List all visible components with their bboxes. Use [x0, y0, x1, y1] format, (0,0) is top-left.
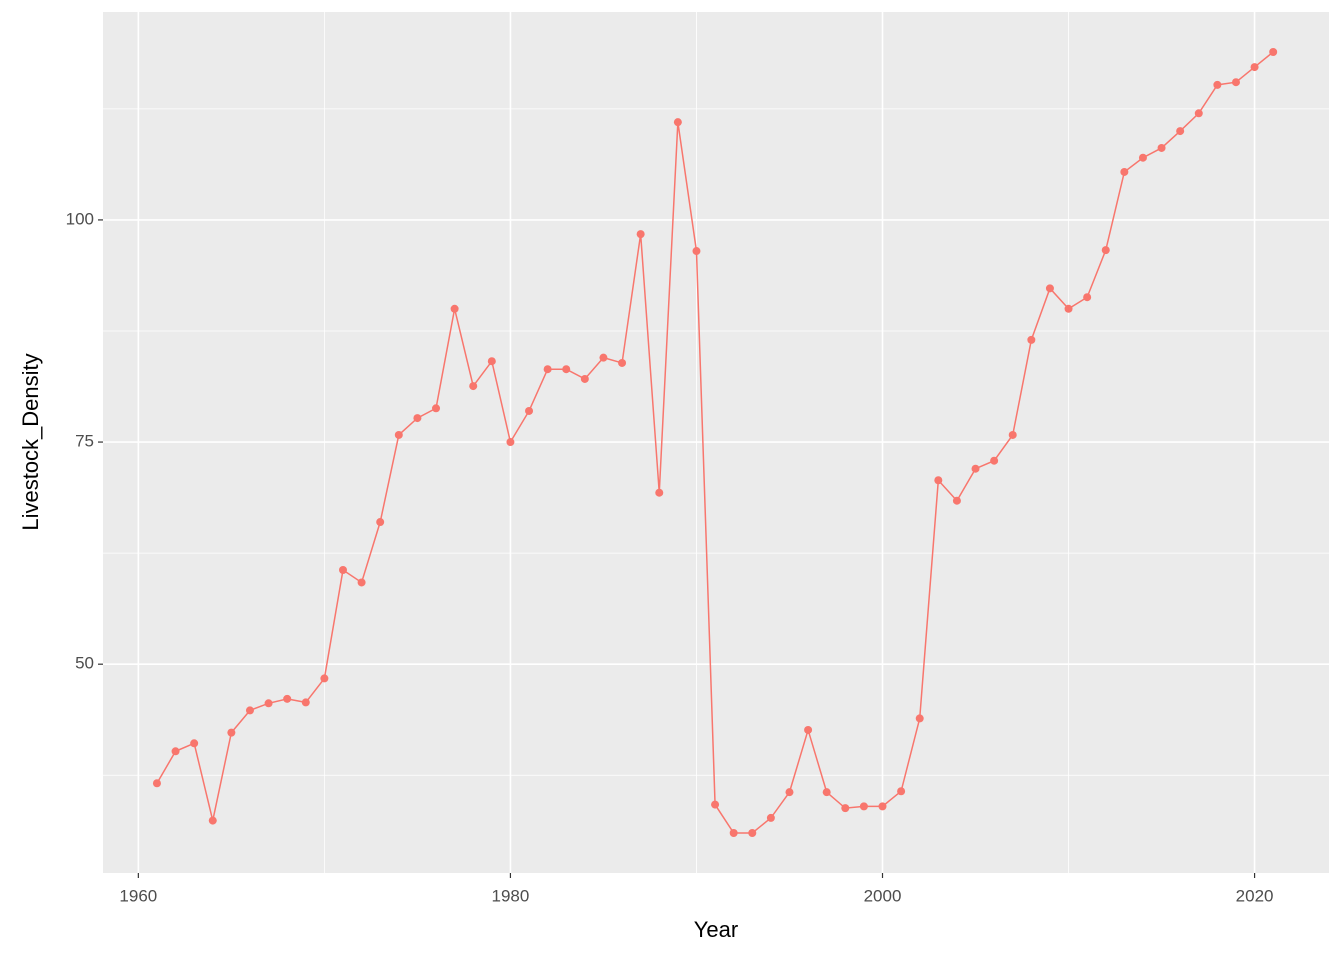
x-tick-label: 2020 [1236, 886, 1274, 905]
point [1083, 293, 1092, 302]
y-tick-label: 100 [66, 209, 94, 228]
point [208, 816, 217, 825]
point [245, 706, 254, 715]
point [729, 829, 738, 838]
point [1213, 80, 1222, 89]
point [264, 699, 273, 708]
y-axis-title: Livestock_Density [18, 353, 43, 530]
point [711, 800, 720, 809]
point [673, 118, 682, 127]
point [915, 714, 924, 723]
point [897, 787, 906, 796]
point [376, 518, 385, 527]
point [990, 456, 999, 465]
point [227, 728, 236, 737]
x-tick-label: 2000 [864, 886, 902, 905]
point [692, 247, 701, 256]
point [599, 353, 608, 362]
point [1194, 109, 1203, 118]
point [1157, 143, 1166, 152]
point [413, 414, 422, 423]
point [766, 813, 775, 822]
point [1027, 335, 1036, 344]
point [450, 304, 459, 313]
y-tick-label: 50 [75, 654, 94, 673]
point [1120, 167, 1129, 176]
point [320, 674, 329, 683]
point [804, 725, 813, 734]
point [1176, 127, 1185, 136]
point [878, 802, 887, 811]
x-tick-label: 1980 [492, 886, 530, 905]
point [934, 476, 943, 485]
point [841, 804, 850, 813]
point [636, 230, 645, 239]
point [1045, 284, 1054, 293]
point [394, 430, 403, 439]
y-tick-label: 75 [75, 432, 94, 451]
x-tick-label: 1960 [119, 886, 157, 905]
x-axis-title: Year [694, 917, 738, 942]
point [1138, 153, 1147, 162]
point [432, 404, 441, 413]
point [1064, 304, 1073, 313]
point [283, 694, 292, 703]
point [1231, 78, 1240, 87]
point [301, 698, 310, 707]
point [152, 779, 161, 788]
point [1269, 47, 1278, 56]
point [338, 566, 347, 575]
point [525, 406, 534, 415]
point [171, 747, 180, 756]
point [487, 357, 496, 366]
point [469, 382, 478, 391]
point [618, 358, 627, 367]
point [859, 802, 868, 811]
point [785, 788, 794, 797]
point [357, 578, 366, 587]
point [506, 438, 515, 447]
point [748, 829, 757, 838]
point [1101, 246, 1110, 255]
point [543, 365, 552, 374]
point [952, 496, 961, 505]
point [190, 739, 199, 748]
point [971, 464, 980, 473]
point [562, 365, 571, 374]
point [655, 488, 664, 497]
point [822, 788, 831, 797]
point [580, 374, 589, 383]
point [1250, 63, 1259, 72]
point [1008, 430, 1017, 439]
